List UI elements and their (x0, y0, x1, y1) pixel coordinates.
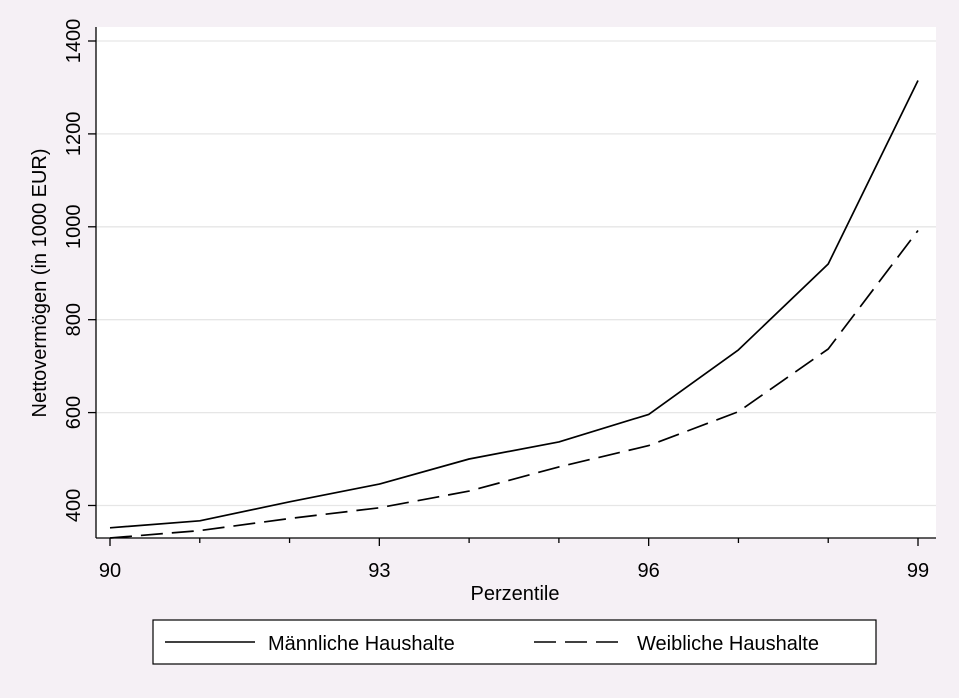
x-axis-title: Perzentile (471, 583, 560, 605)
y-tick-label: 400 (63, 489, 85, 522)
y-tick-label: 800 (63, 303, 85, 336)
legend-box (152, 619, 877, 665)
x-tick-label: 99 (907, 560, 929, 582)
legend-label-male: Männliche Haushalte (268, 633, 455, 655)
y-tick-label: 1200 (63, 112, 85, 157)
plot-background (96, 27, 936, 538)
series-lines (109, 80, 919, 539)
x-ticks: 90 93 96 99 (99, 538, 929, 582)
series-line-maennliche-haushalte (109, 80, 919, 529)
x-tick-label: 90 (99, 560, 121, 582)
grid-lines (96, 40, 936, 507)
y-tick-label: 1400 (63, 19, 85, 64)
legend-label-female: Weibliche Haushalte (637, 633, 819, 655)
x-tick-label: 93 (368, 560, 390, 582)
series-line-weibliche-haushalte (109, 229, 919, 539)
x-tick-label: 96 (638, 560, 660, 582)
y-tick-label: 600 (63, 396, 85, 429)
y-ticks: 400 600 800 1000 1200 1400 (63, 19, 96, 522)
y-axis-title: Nettovermögen (in 1000 EUR) (29, 148, 51, 417)
y-tick-label: 1000 (63, 205, 85, 250)
legend: Männliche Haushalte Weibliche Haushalte (152, 619, 877, 665)
